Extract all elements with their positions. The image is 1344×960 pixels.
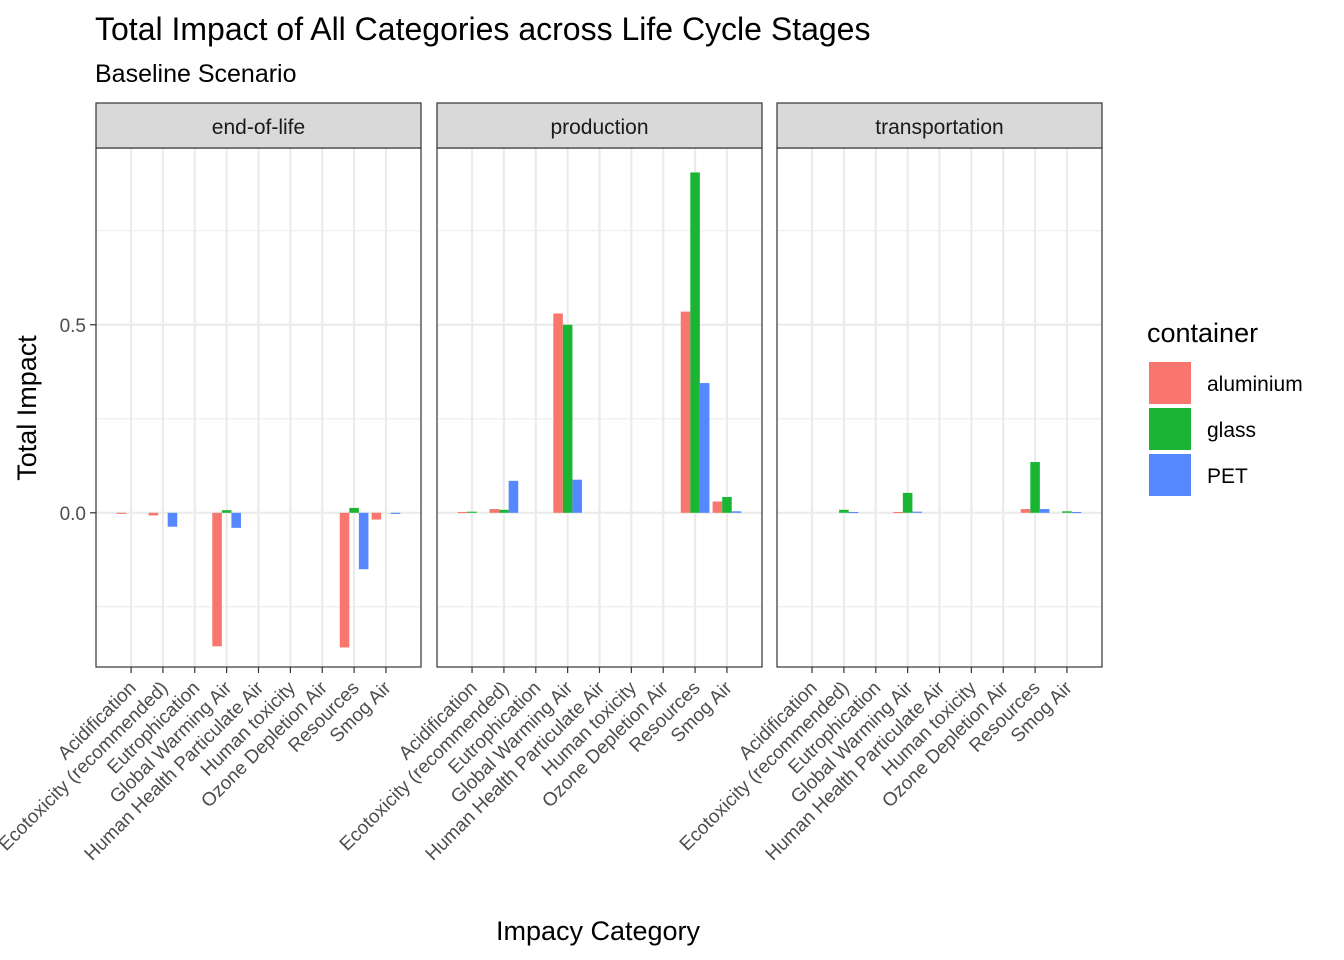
bar-end-of-life-aluminium-resources	[339, 512, 350, 648]
facet-strip	[776, 102, 1103, 149]
bar-production-aluminium-global-warming-air	[553, 313, 563, 513]
bar-transportation-pet-smog-air	[1071, 512, 1082, 514]
facet-panel-end-of-life: end-of-life	[95, 102, 422, 668]
facet-strip	[95, 102, 422, 149]
legend-key-pet	[1149, 454, 1191, 496]
bar-production-pet-smog-air	[731, 511, 742, 513]
legend: container aluminium glass PET	[1147, 318, 1303, 496]
bar-production-glass-ecotoxicity-recommended	[499, 509, 509, 513]
facet-strip	[436, 102, 763, 149]
facet-strip-label: end-of-life	[212, 116, 305, 139]
bar-end-of-life-pet-global-warming-air	[231, 512, 241, 528]
bar-end-of-life-aluminium-smog-air	[371, 512, 382, 520]
bar-production-aluminium-ecotoxicity-recommended	[489, 509, 500, 513]
bar-production-aluminium-smog-air	[712, 501, 723, 513]
bar-production-glass-global-warming-air	[562, 324, 573, 513]
bar-transportation-pet-ecotoxicity-recommended	[848, 512, 859, 514]
y-axis: 0.0 0.5	[60, 316, 96, 525]
chart-subtitle: Baseline Scenario	[95, 60, 297, 88]
y-tick-label: 0.0	[60, 504, 86, 525]
bar-transportation-aluminium-global-warming-air	[893, 512, 903, 514]
legend-title: container	[1147, 318, 1258, 348]
bar-end-of-life-pet-ecotoxicity-recommended	[167, 512, 178, 527]
chart-title: Total Impact of All Categories across Li…	[95, 11, 870, 47]
bar-end-of-life-aluminium-acidification	[116, 512, 127, 514]
bar-transportation-glass-smog-air	[1062, 511, 1072, 513]
bar-transportation-glass-resources	[1030, 462, 1040, 513]
bar-transportation-glass-global-warming-air	[902, 492, 913, 513]
bar-transportation-glass-ecotoxicity-recommended	[839, 509, 849, 513]
bar-transportation-pet-resources	[1039, 509, 1050, 513]
bar-production-aluminium-resources	[680, 311, 691, 513]
legend-key-glass	[1149, 408, 1191, 450]
bar-production-pet-global-warming-air	[572, 479, 582, 513]
bar-end-of-life-aluminium-global-warming-air	[212, 512, 222, 647]
facet-panel-production: production	[436, 102, 763, 668]
bar-transportation-pet-global-warming-air	[912, 511, 922, 513]
bar-production-pet-ecotoxicity-recommended	[508, 480, 519, 513]
bar-end-of-life-glass-resources	[349, 507, 359, 513]
bar-production-glass-smog-air	[722, 497, 732, 513]
bar-production-glass-acidification	[467, 511, 477, 513]
bar-production-pet-resources	[699, 383, 710, 513]
legend-label-glass: glass	[1207, 419, 1256, 442]
bar-end-of-life-pet-smog-air	[390, 512, 401, 514]
facet-strip-label: transportation	[875, 116, 1003, 139]
legend-label-pet: PET	[1207, 465, 1248, 488]
facet-panel-transportation: transportation	[776, 102, 1103, 668]
bar-end-of-life-pet-resources	[358, 512, 369, 570]
y-tick-label: 0.5	[60, 316, 86, 337]
x-axis-label: Impacy Category	[496, 916, 701, 946]
legend-key-aluminium	[1149, 362, 1191, 404]
bar-production-aluminium-acidification	[457, 512, 468, 514]
facet-strip-label: production	[550, 116, 648, 139]
y-axis-label: Total Impact	[12, 335, 42, 481]
bar-transportation-aluminium-resources	[1020, 509, 1031, 513]
legend-label-aluminium: aluminium	[1207, 373, 1303, 396]
bar-end-of-life-glass-global-warming-air	[221, 510, 232, 513]
bar-production-glass-resources	[690, 172, 700, 513]
facet-panels: end-of-life production transportation	[95, 102, 1103, 668]
bar-end-of-life-aluminium-ecotoxicity-recommended	[148, 512, 159, 516]
